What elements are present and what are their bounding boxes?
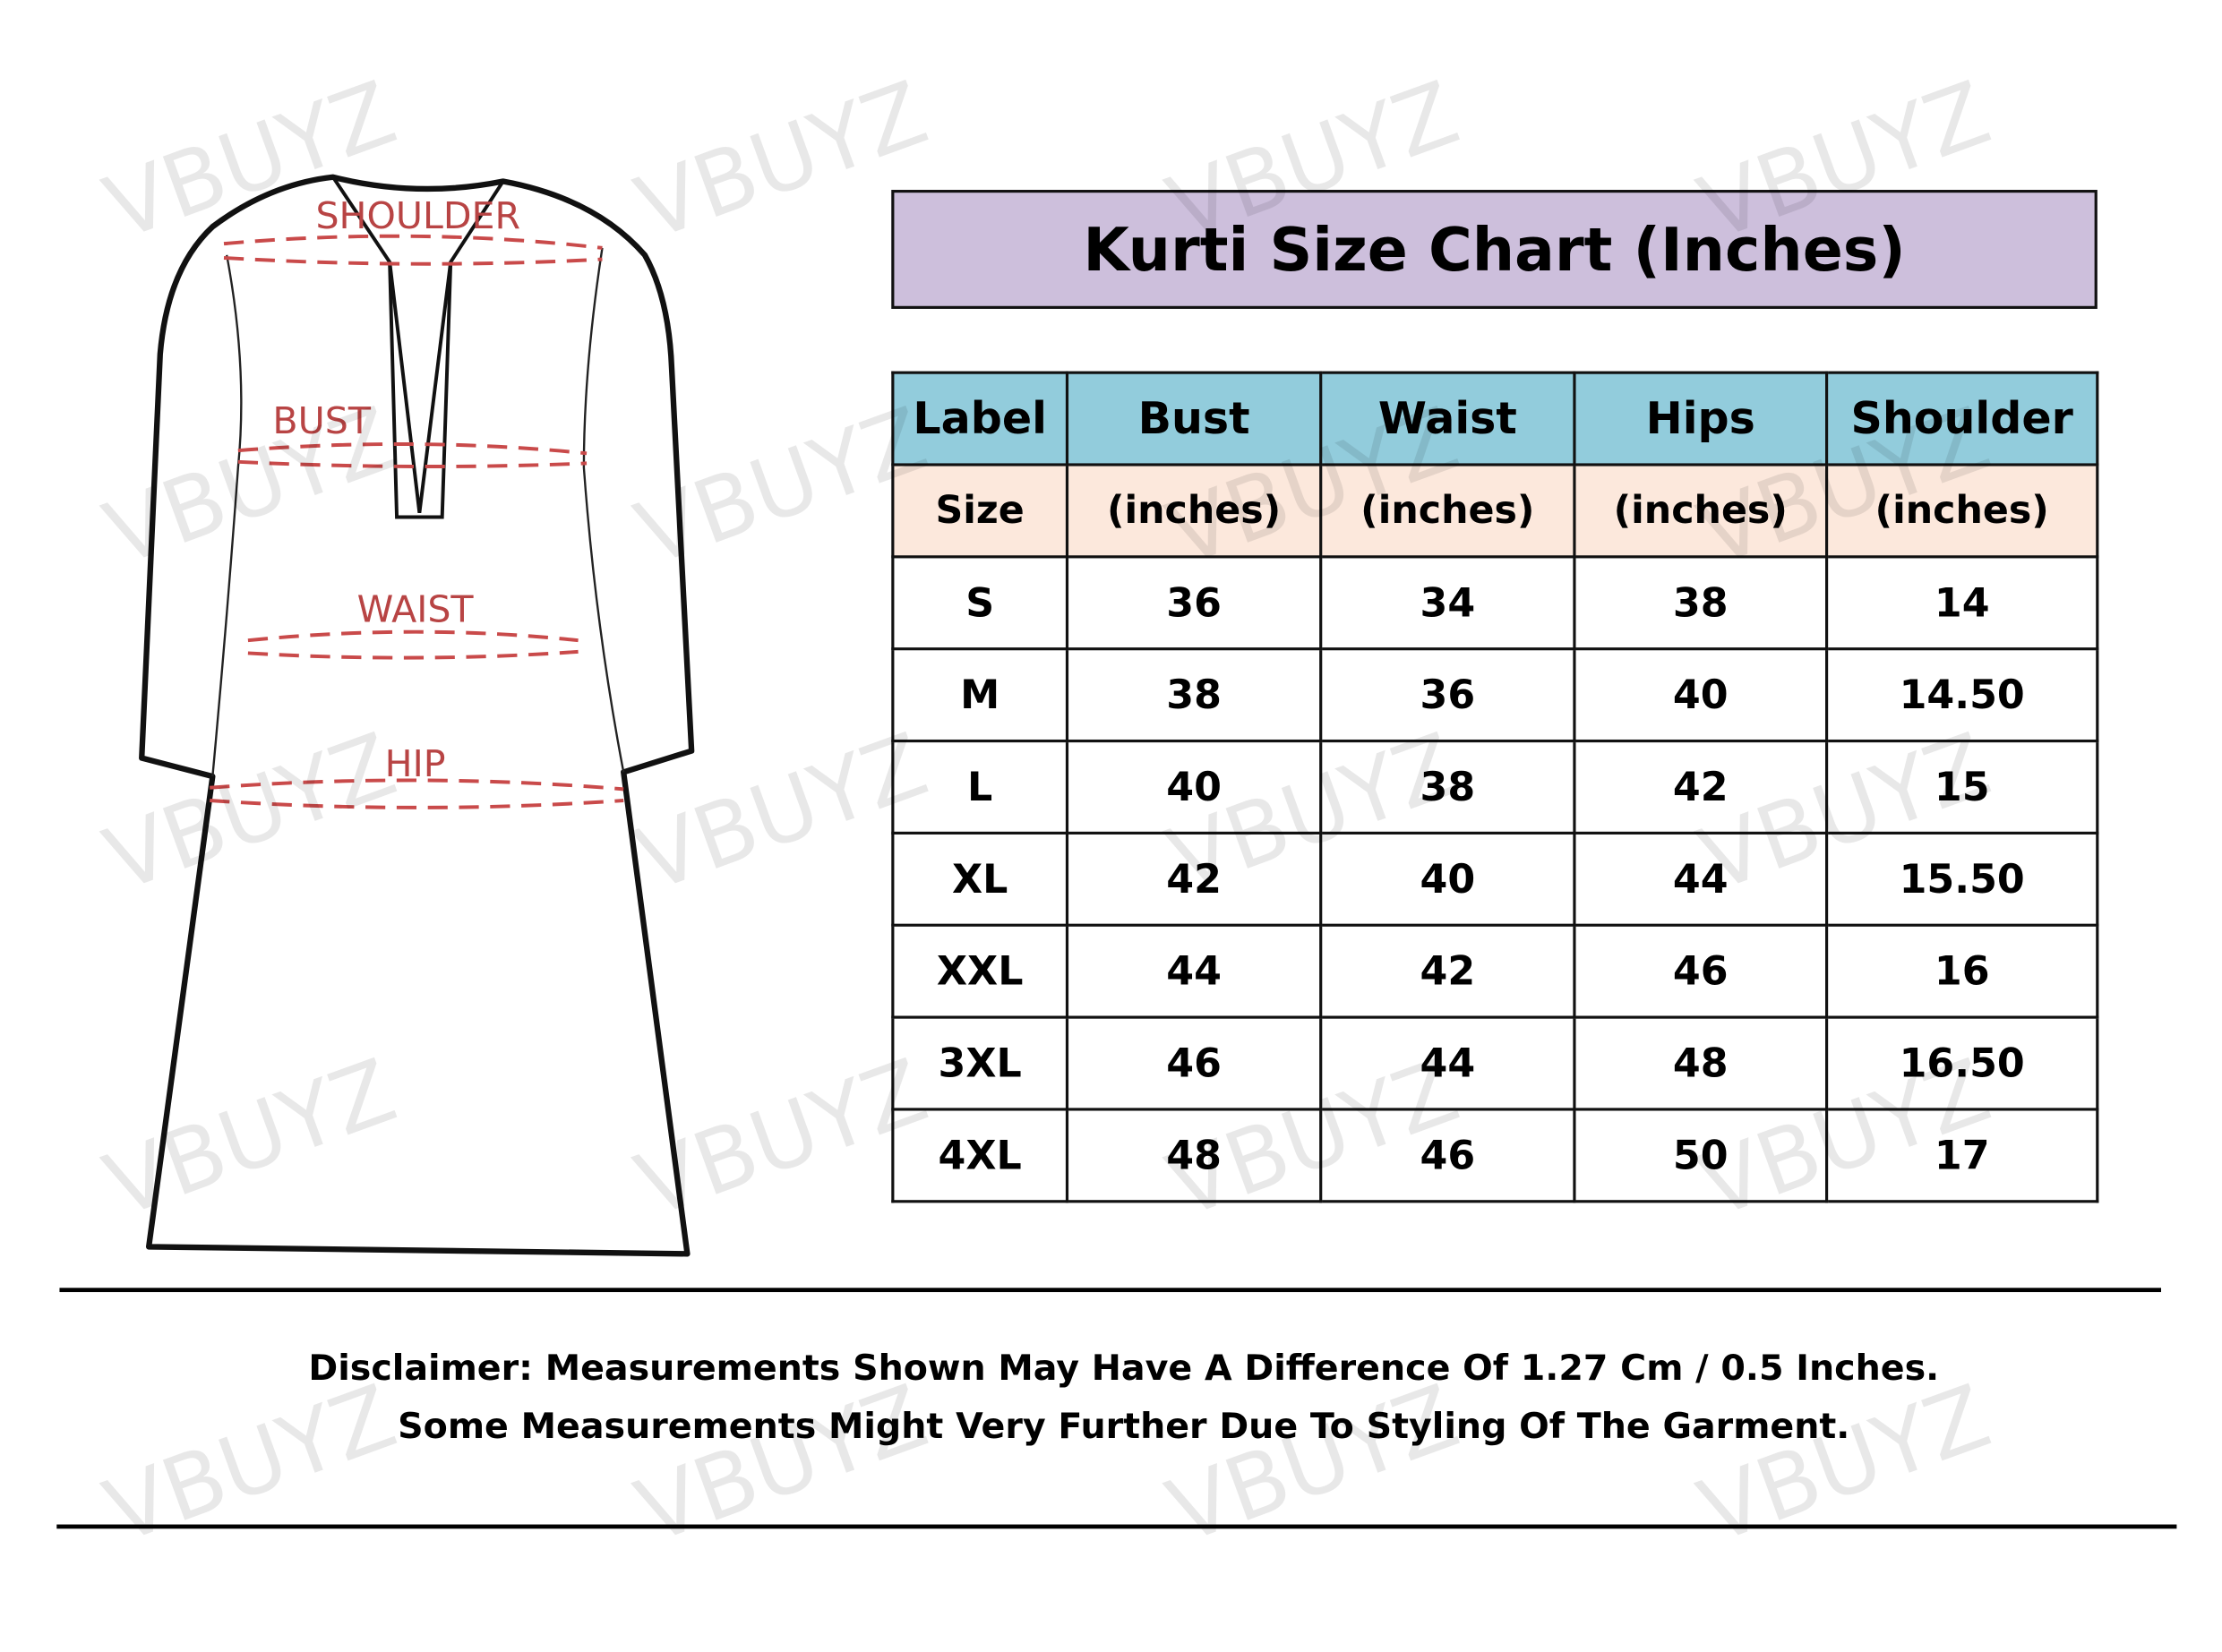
table-cell: (inches) — [1573, 463, 1829, 559]
table-cell: 40 — [1573, 647, 1829, 743]
watermark: VBUYZ — [2218, 712, 2222, 912]
table-row: XL 42 40 44 15.50 — [891, 831, 2099, 927]
table-cell: S — [891, 555, 1069, 651]
table-cell: Hips — [1573, 371, 1829, 466]
table-cell: (inches) — [1319, 463, 1576, 559]
table-cell: 42 — [1319, 923, 1576, 1019]
table-cell: L — [891, 739, 1069, 835]
table-cell: 4XL — [891, 1108, 1069, 1203]
table-cell: 44 — [1319, 1015, 1576, 1111]
table-cell: XXL — [891, 923, 1069, 1019]
table-cell: Shoulder — [1825, 371, 2099, 466]
table-cell: Label — [891, 371, 1069, 466]
waist-label: WAIST — [357, 588, 475, 631]
table-cell: 14.50 — [1825, 647, 2099, 743]
table-cell: 16 — [1825, 923, 2099, 1019]
table-cell: 42 — [1065, 831, 1323, 927]
table-cell: 46 — [1065, 1015, 1323, 1111]
table-cell: 46 — [1573, 923, 1829, 1019]
hip-label: HIP — [385, 742, 446, 785]
watermark: VBUYZ — [2218, 60, 2222, 261]
watermark: VBUYZ — [2218, 386, 2222, 586]
table-cell: 15 — [1825, 739, 2099, 835]
table-cell: (inches) — [1065, 463, 1323, 559]
kurti-outline — [139, 174, 695, 1257]
divider-top — [59, 1288, 2162, 1293]
kurti-diagram: SHOULDER BUST WAIST HIP — [139, 174, 695, 1257]
table-cell: M — [891, 647, 1069, 743]
table-cell: 44 — [1065, 923, 1323, 1019]
watermark: VBUYZ — [2218, 1364, 2222, 1564]
bust-label: BUST — [272, 399, 371, 442]
table-cell: 38 — [1573, 555, 1829, 651]
table-cell: Size — [891, 463, 1069, 559]
table-cell: 36 — [1065, 555, 1323, 651]
chart-title: Kurti Size Chart (Inches) — [891, 190, 2098, 309]
disclaimer-line-2: Some Measurements Might Very Further Due… — [398, 1405, 1850, 1447]
table-cell: 40 — [1319, 831, 1576, 927]
table-row: M 38 36 40 14.50 — [891, 647, 2099, 743]
shoulder-label: SHOULDER — [315, 194, 520, 237]
table-cell: 38 — [1065, 647, 1323, 743]
table-cell: (inches) — [1825, 463, 2099, 559]
table-row: S 36 34 38 14 — [891, 555, 2099, 651]
header-row: Label Bust Waist Hips Shoulder — [891, 371, 2099, 466]
subheader-row: Size (inches) (inches) (inches) (inches) — [891, 463, 2099, 559]
table-row: 4XL 48 46 50 17 — [891, 1108, 2099, 1203]
table-row: XXL 44 42 46 16 — [891, 923, 2099, 1019]
watermark: VBUYZ — [623, 1364, 939, 1564]
table-cell: 14 — [1825, 555, 2099, 651]
table-cell: 50 — [1573, 1108, 1829, 1203]
table-row: L 40 38 42 15 — [891, 739, 2099, 835]
table-cell: 48 — [1065, 1108, 1323, 1203]
table-cell: Waist — [1319, 371, 1576, 466]
table-cell: 38 — [1319, 739, 1576, 835]
table-cell: 48 — [1573, 1015, 1829, 1111]
table-cell: 44 — [1573, 831, 1829, 927]
table-cell: Bust — [1065, 371, 1323, 466]
table-cell: 36 — [1319, 647, 1576, 743]
table-cell: 42 — [1573, 739, 1829, 835]
divider-bottom — [56, 1524, 2177, 1529]
table-row: 3XL 46 44 48 16.50 — [891, 1015, 2099, 1111]
table-cell: 15.50 — [1825, 831, 2099, 927]
table-cell: 17 — [1825, 1108, 2099, 1203]
table-cell: 46 — [1319, 1108, 1576, 1203]
watermark: VBUYZ — [1154, 1364, 1471, 1564]
watermark: VBUYZ — [2218, 1038, 2222, 1238]
table-cell: 3XL — [891, 1015, 1069, 1111]
table-cell: 34 — [1319, 555, 1576, 651]
table-cell: 40 — [1065, 739, 1323, 835]
watermark: VBUYZ — [91, 1364, 408, 1564]
table-cell: XL — [891, 831, 1069, 927]
disclaimer-line-1: Disclaimer: Measurements Shown May Have … — [308, 1347, 1940, 1389]
watermark: VBUYZ — [1686, 1364, 2003, 1564]
size-table: Label Bust Waist Hips Shoulder Size (inches) (i… — [891, 371, 2099, 1203]
table-cell: 16.50 — [1825, 1015, 2099, 1111]
